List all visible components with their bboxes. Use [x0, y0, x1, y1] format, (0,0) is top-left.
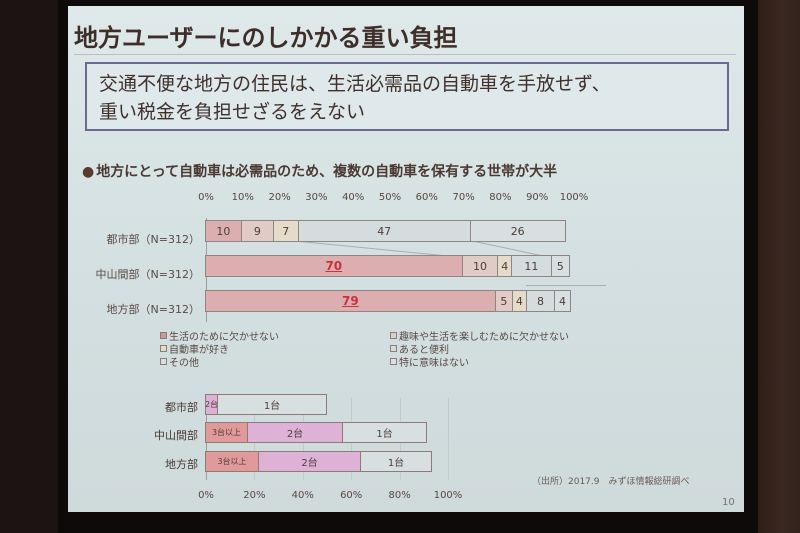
- legend-swatch: [160, 345, 167, 352]
- bar2-mountain: 3台以上 2台 1台: [205, 422, 427, 443]
- bar-segment: 1台: [360, 451, 432, 472]
- bar-mountain: 70 10 4 11 5: [205, 255, 575, 277]
- bar2-rural: 3台以上 2台 1台: [205, 451, 432, 472]
- gridline: [448, 398, 449, 480]
- legend-label: 特に意味はない: [399, 358, 469, 369]
- legend-item: あると便利: [390, 341, 449, 356]
- x-tick: 100%: [433, 490, 463, 501]
- bar-segment: 70: [205, 255, 463, 277]
- bar-segment: 8: [525, 290, 556, 312]
- connector-line: [526, 285, 606, 286]
- callout-box: 交通不便な地方の住民は、生活必需品の自動車を手放せず、 重い税金を負担せざるをえ…: [85, 62, 729, 131]
- slide-title: 地方ユーザーにのしかかる重い負担: [74, 24, 458, 52]
- callout-line-2: 重い税金を負担せざるをえない: [99, 101, 366, 123]
- legend-label: その他: [169, 358, 199, 369]
- legend-item: 自動車が好き: [160, 341, 229, 356]
- bar-segment: 4: [512, 290, 527, 312]
- legend-swatch: [160, 332, 167, 339]
- bar-segment: 79: [205, 290, 496, 312]
- x-tick: 40%: [342, 192, 365, 203]
- x-tick: 60%: [415, 192, 438, 203]
- legend-label: 生活のために欠かせない: [169, 332, 279, 343]
- bar-segment: 9: [240, 220, 274, 242]
- bar-segment: 2台: [247, 422, 343, 443]
- legend-label: 趣味や生活を楽しむために欠かせない: [399, 332, 569, 343]
- x-tick: 20%: [268, 192, 291, 203]
- bar-segment: 3台以上: [205, 422, 248, 443]
- bar-segment: 5: [494, 290, 514, 312]
- bar-segment: 47: [297, 220, 471, 242]
- background-wall: [752, 0, 800, 533]
- title-divider: [74, 54, 736, 55]
- bar-segment: 10: [205, 220, 242, 242]
- bar-segment: 2台: [258, 451, 361, 472]
- x-tick: 70%: [452, 192, 475, 203]
- bar-segment: 4: [554, 290, 571, 312]
- legend-item: 特に意味はない: [390, 354, 469, 369]
- bar-segment: 4: [497, 255, 513, 277]
- legend-label: 自動車が好き: [169, 345, 229, 356]
- x-tick: 20%: [243, 490, 266, 501]
- x-tick: 0%: [198, 490, 214, 501]
- legend-swatch: [390, 345, 397, 352]
- x-tick: 30%: [305, 192, 328, 203]
- page-number: 10: [722, 497, 735, 508]
- bar-rural: 79 5 4 8 4: [205, 290, 575, 312]
- x-tick: 80%: [489, 192, 512, 203]
- bar-segment: 1台: [342, 422, 427, 443]
- row-label-urban: 都市部: [165, 401, 198, 414]
- presentation-slide: 地方ユーザーにのしかかる重い負担 交通不便な地方の住民は、生活必需品の自動車を手…: [68, 6, 744, 512]
- legend-label: あると便利: [399, 345, 449, 356]
- row-label-mountain: 中山間部（N=312）: [95, 268, 200, 281]
- x-tick: 80%: [388, 490, 411, 501]
- legend-swatch: [390, 332, 397, 339]
- bar-segment: 11: [511, 255, 552, 277]
- legend-item: 趣味や生活を楽しむために欠かせない: [390, 328, 569, 343]
- legend-swatch: [160, 358, 167, 365]
- row-label-rural: 地方部: [165, 458, 198, 471]
- bar-segment: 2台: [205, 394, 218, 415]
- x-tick: 40%: [291, 490, 314, 501]
- row-label-rural: 地方部（N=312）: [106, 303, 200, 316]
- bar-segment: 1台: [217, 394, 327, 415]
- x-tick: 0%: [198, 192, 214, 203]
- x-tick: 100%: [559, 192, 589, 203]
- bullet-icon: ●: [82, 164, 95, 180]
- chart-subheading: ● 地方にとって自動車は必需品のため、複数の自動車を保有する世帯が大半: [82, 161, 557, 181]
- x-tick: 60%: [340, 490, 363, 501]
- x-tick: 50%: [378, 192, 402, 203]
- row-label-mountain: 中山間部: [154, 429, 198, 442]
- row-label-urban: 都市部（N=312）: [106, 233, 200, 246]
- bar-segment: 26: [469, 220, 566, 242]
- legend-item: その他: [160, 354, 199, 369]
- bar-urban: 10 9 7 47 26: [205, 220, 575, 242]
- chart1-x-axis: 0% 10% 20% 30% 40% 50% 60% 70% 80% 90% 1…: [68, 192, 744, 206]
- bar-segment: 10: [461, 255, 499, 277]
- bar-segment: 7: [272, 220, 299, 242]
- bar-segment: 3台以上: [205, 451, 259, 472]
- x-tick: 10%: [231, 192, 254, 203]
- subheading-text: 地方にとって自動車は必需品のため、複数の自動車を保有する世帯が大半: [96, 164, 558, 180]
- callout-line-1: 交通不便な地方の住民は、生活必需品の自動車を手放せず、: [99, 73, 611, 95]
- legend-swatch: [390, 358, 397, 365]
- x-tick: 90%: [526, 192, 549, 203]
- source-note: （出所）2017.9 みずほ情報総研調べ: [532, 477, 690, 487]
- legend-item: 生活のために欠かせない: [160, 328, 279, 343]
- bar-segment: 5: [550, 255, 570, 277]
- bar2-urban: 2台 1台: [205, 394, 327, 415]
